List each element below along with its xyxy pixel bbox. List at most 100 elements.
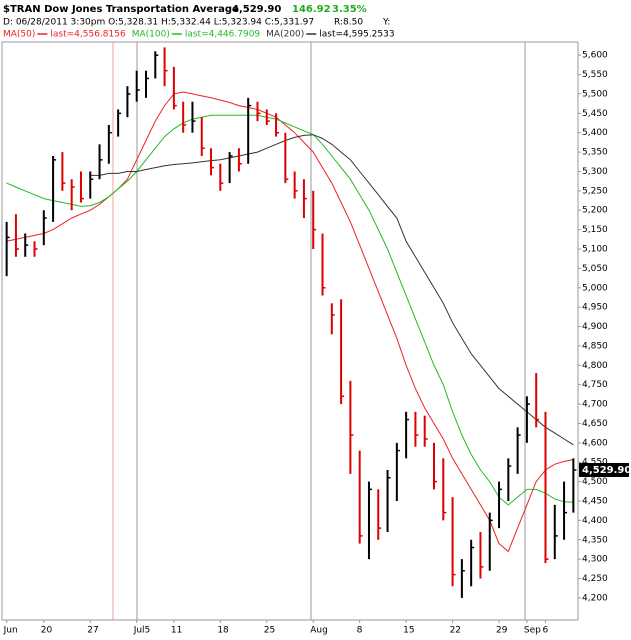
- y-tick-label: 4,550: [582, 458, 608, 468]
- price-bar: [107, 124, 112, 164]
- price-bar: [52, 155, 57, 222]
- price-bar: [191, 101, 196, 133]
- y-tick-label: 5,150: [582, 225, 608, 235]
- x-tick-label: 27: [87, 626, 98, 636]
- price-bar: [163, 47, 168, 87]
- x-tick-label: 20: [41, 626, 53, 636]
- price-bar: [33, 241, 38, 257]
- y-tick-label: 4,250: [582, 574, 608, 584]
- y-tick-label: 4,750: [582, 380, 608, 390]
- price-bar: [5, 221, 10, 277]
- price-bar: [442, 458, 447, 521]
- x-tick-label: 18: [217, 626, 229, 636]
- price-bar: [237, 148, 242, 172]
- y-tick-label: 5,600: [582, 51, 608, 61]
- y-tick-label: 4,950: [582, 303, 608, 313]
- price-bar: [42, 210, 47, 246]
- price-bar: [414, 411, 419, 447]
- price-bar: [367, 481, 372, 560]
- price-bar: [470, 539, 475, 587]
- price-bar: [377, 489, 382, 540]
- price-bar: [349, 380, 354, 474]
- price-bar: [330, 303, 335, 335]
- ma-line: [90, 134, 574, 446]
- price-bar: [275, 113, 280, 137]
- price-bar: [451, 497, 456, 587]
- price-bar: [340, 299, 345, 405]
- price-bar: [200, 117, 205, 156]
- price-bar: [265, 109, 270, 125]
- y-tick-label: 4,200: [582, 593, 608, 603]
- price-bar: [358, 450, 363, 544]
- legend-last: last=4,595.2533: [319, 30, 394, 40]
- price-bar: [219, 163, 224, 191]
- x-tick-label: 22: [450, 626, 461, 636]
- info-line: D: 06/28/2011 3:30pm O:5,328.31 H:5,332.…: [3, 18, 314, 28]
- price-bar: [321, 233, 326, 296]
- price-bar: [210, 148, 215, 176]
- change: 146.92: [292, 4, 331, 15]
- price-bar: [479, 532, 484, 579]
- y-tick-label: 4,650: [582, 419, 608, 429]
- price-bar: [89, 171, 94, 199]
- y-tick-label: 4,700: [582, 400, 608, 410]
- price-bar: [525, 396, 530, 443]
- price-bar: [61, 152, 66, 191]
- price-bar: [312, 190, 317, 250]
- y-tick-label: 5,250: [582, 186, 608, 196]
- price-bar: [516, 427, 521, 474]
- price-bar: [395, 442, 400, 501]
- price-bar: [507, 458, 512, 501]
- price-bar: [572, 458, 577, 513]
- y-tick-label: 5,100: [582, 245, 608, 255]
- price-bar: [182, 101, 187, 133]
- price-bar: [145, 70, 149, 98]
- x-tick-label: 15: [403, 626, 414, 636]
- price-bar: [135, 70, 140, 102]
- x-tick-label: Sep: [524, 626, 541, 636]
- legend-last: last=4,446.7909: [185, 30, 261, 40]
- plot-frame: [1, 41, 579, 621]
- price-bar: [14, 214, 19, 257]
- chart-title: $TRAN Dow Jones Transportation Average: [3, 4, 239, 15]
- price-bar: [423, 415, 428, 447]
- y-tick-label: 5,350: [582, 148, 608, 158]
- price-bar: [117, 109, 122, 137]
- y-tick-label: 5,550: [582, 70, 608, 80]
- price-bar: [24, 233, 29, 257]
- price-bar: [563, 481, 568, 540]
- y-tick-label: 4,900: [582, 322, 608, 332]
- y-tick-label: 5,400: [582, 128, 608, 138]
- price-bar: [70, 179, 75, 211]
- y-tick-label: 4,350: [582, 535, 608, 545]
- last-price: 4,529.90: [232, 4, 281, 15]
- price-bar: [544, 411, 549, 564]
- y-tick-label: 4,400: [582, 516, 608, 526]
- price-bar: [284, 132, 289, 184]
- legend-last: last=4,556.8156: [50, 30, 126, 40]
- ma-line: [6, 91, 574, 553]
- y-tick-label: 5,200: [582, 206, 608, 216]
- range-info: R:8.50: [334, 18, 363, 28]
- price-bar: [247, 97, 252, 164]
- price-bar: [553, 504, 558, 560]
- price-bar: [256, 101, 261, 122]
- price-bar: [126, 86, 131, 118]
- y-tick-label: 4,300: [582, 555, 608, 565]
- price-bar: [488, 512, 493, 571]
- price-bar: [498, 481, 503, 529]
- x-tick-label: 6: [542, 626, 548, 636]
- legend-name: MA(100): [132, 30, 170, 40]
- y-tick-label: 4,450: [582, 496, 608, 506]
- price-bar: [154, 51, 159, 79]
- y-tick-label: 4,500: [582, 477, 608, 487]
- y-tick-label: 5,500: [582, 89, 608, 99]
- y-tick-label: 5,450: [582, 109, 608, 119]
- x-tick-label: Jun: [3, 626, 18, 636]
- change-pct: 3.35%: [332, 4, 367, 15]
- y-tick-label: 5,050: [582, 264, 608, 274]
- ma-line: [6, 114, 574, 506]
- x-tick-label: 8: [357, 626, 363, 636]
